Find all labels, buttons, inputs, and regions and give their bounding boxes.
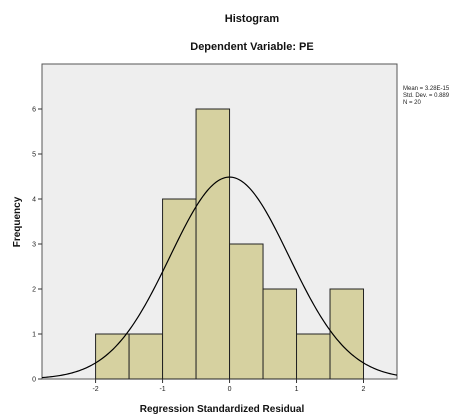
y-tick-label: 4 (32, 197, 36, 204)
normal-curve (41, 176, 398, 379)
histogram-bar-3 (162, 198, 197, 380)
histogram-bar-5 (229, 243, 264, 380)
histogram-bar-1 (95, 333, 130, 380)
x-tick-label: -1 (159, 386, 165, 393)
histogram-bar-2 (128, 333, 164, 380)
y-tick-label: 6 (32, 107, 36, 114)
chart-title: Histogram (225, 13, 280, 25)
y-tick-label: 0 (32, 377, 36, 384)
y-tick-label: 3 (32, 242, 36, 249)
histogram-bar-6 (262, 288, 298, 380)
x-tick-label: 1 (295, 386, 299, 393)
y-tick-label: 2 (32, 287, 36, 294)
summary-stat-line: N = 20 (403, 100, 422, 106)
y-tick-label: 1 (32, 332, 36, 339)
chart-subtitle: Dependent Variable: PE (190, 41, 313, 53)
histogram-bar-4 (195, 108, 231, 380)
summary-stat-line: Std. Dev. = 0.889 (403, 93, 450, 99)
histogram-bar-8 (329, 288, 365, 380)
x-tick-label: 0 (228, 386, 232, 393)
y-tick-label: 5 (32, 152, 36, 159)
x-axis-label: Regression Standardized Residual (140, 404, 305, 415)
y-axis-label: Frequency (12, 196, 23, 247)
histogram-bar-7 (296, 333, 331, 380)
x-tick-label: -2 (92, 386, 98, 393)
summary-stat-line: Mean = 3.28E-15 (403, 86, 450, 92)
x-tick-label: 2 (362, 386, 366, 393)
